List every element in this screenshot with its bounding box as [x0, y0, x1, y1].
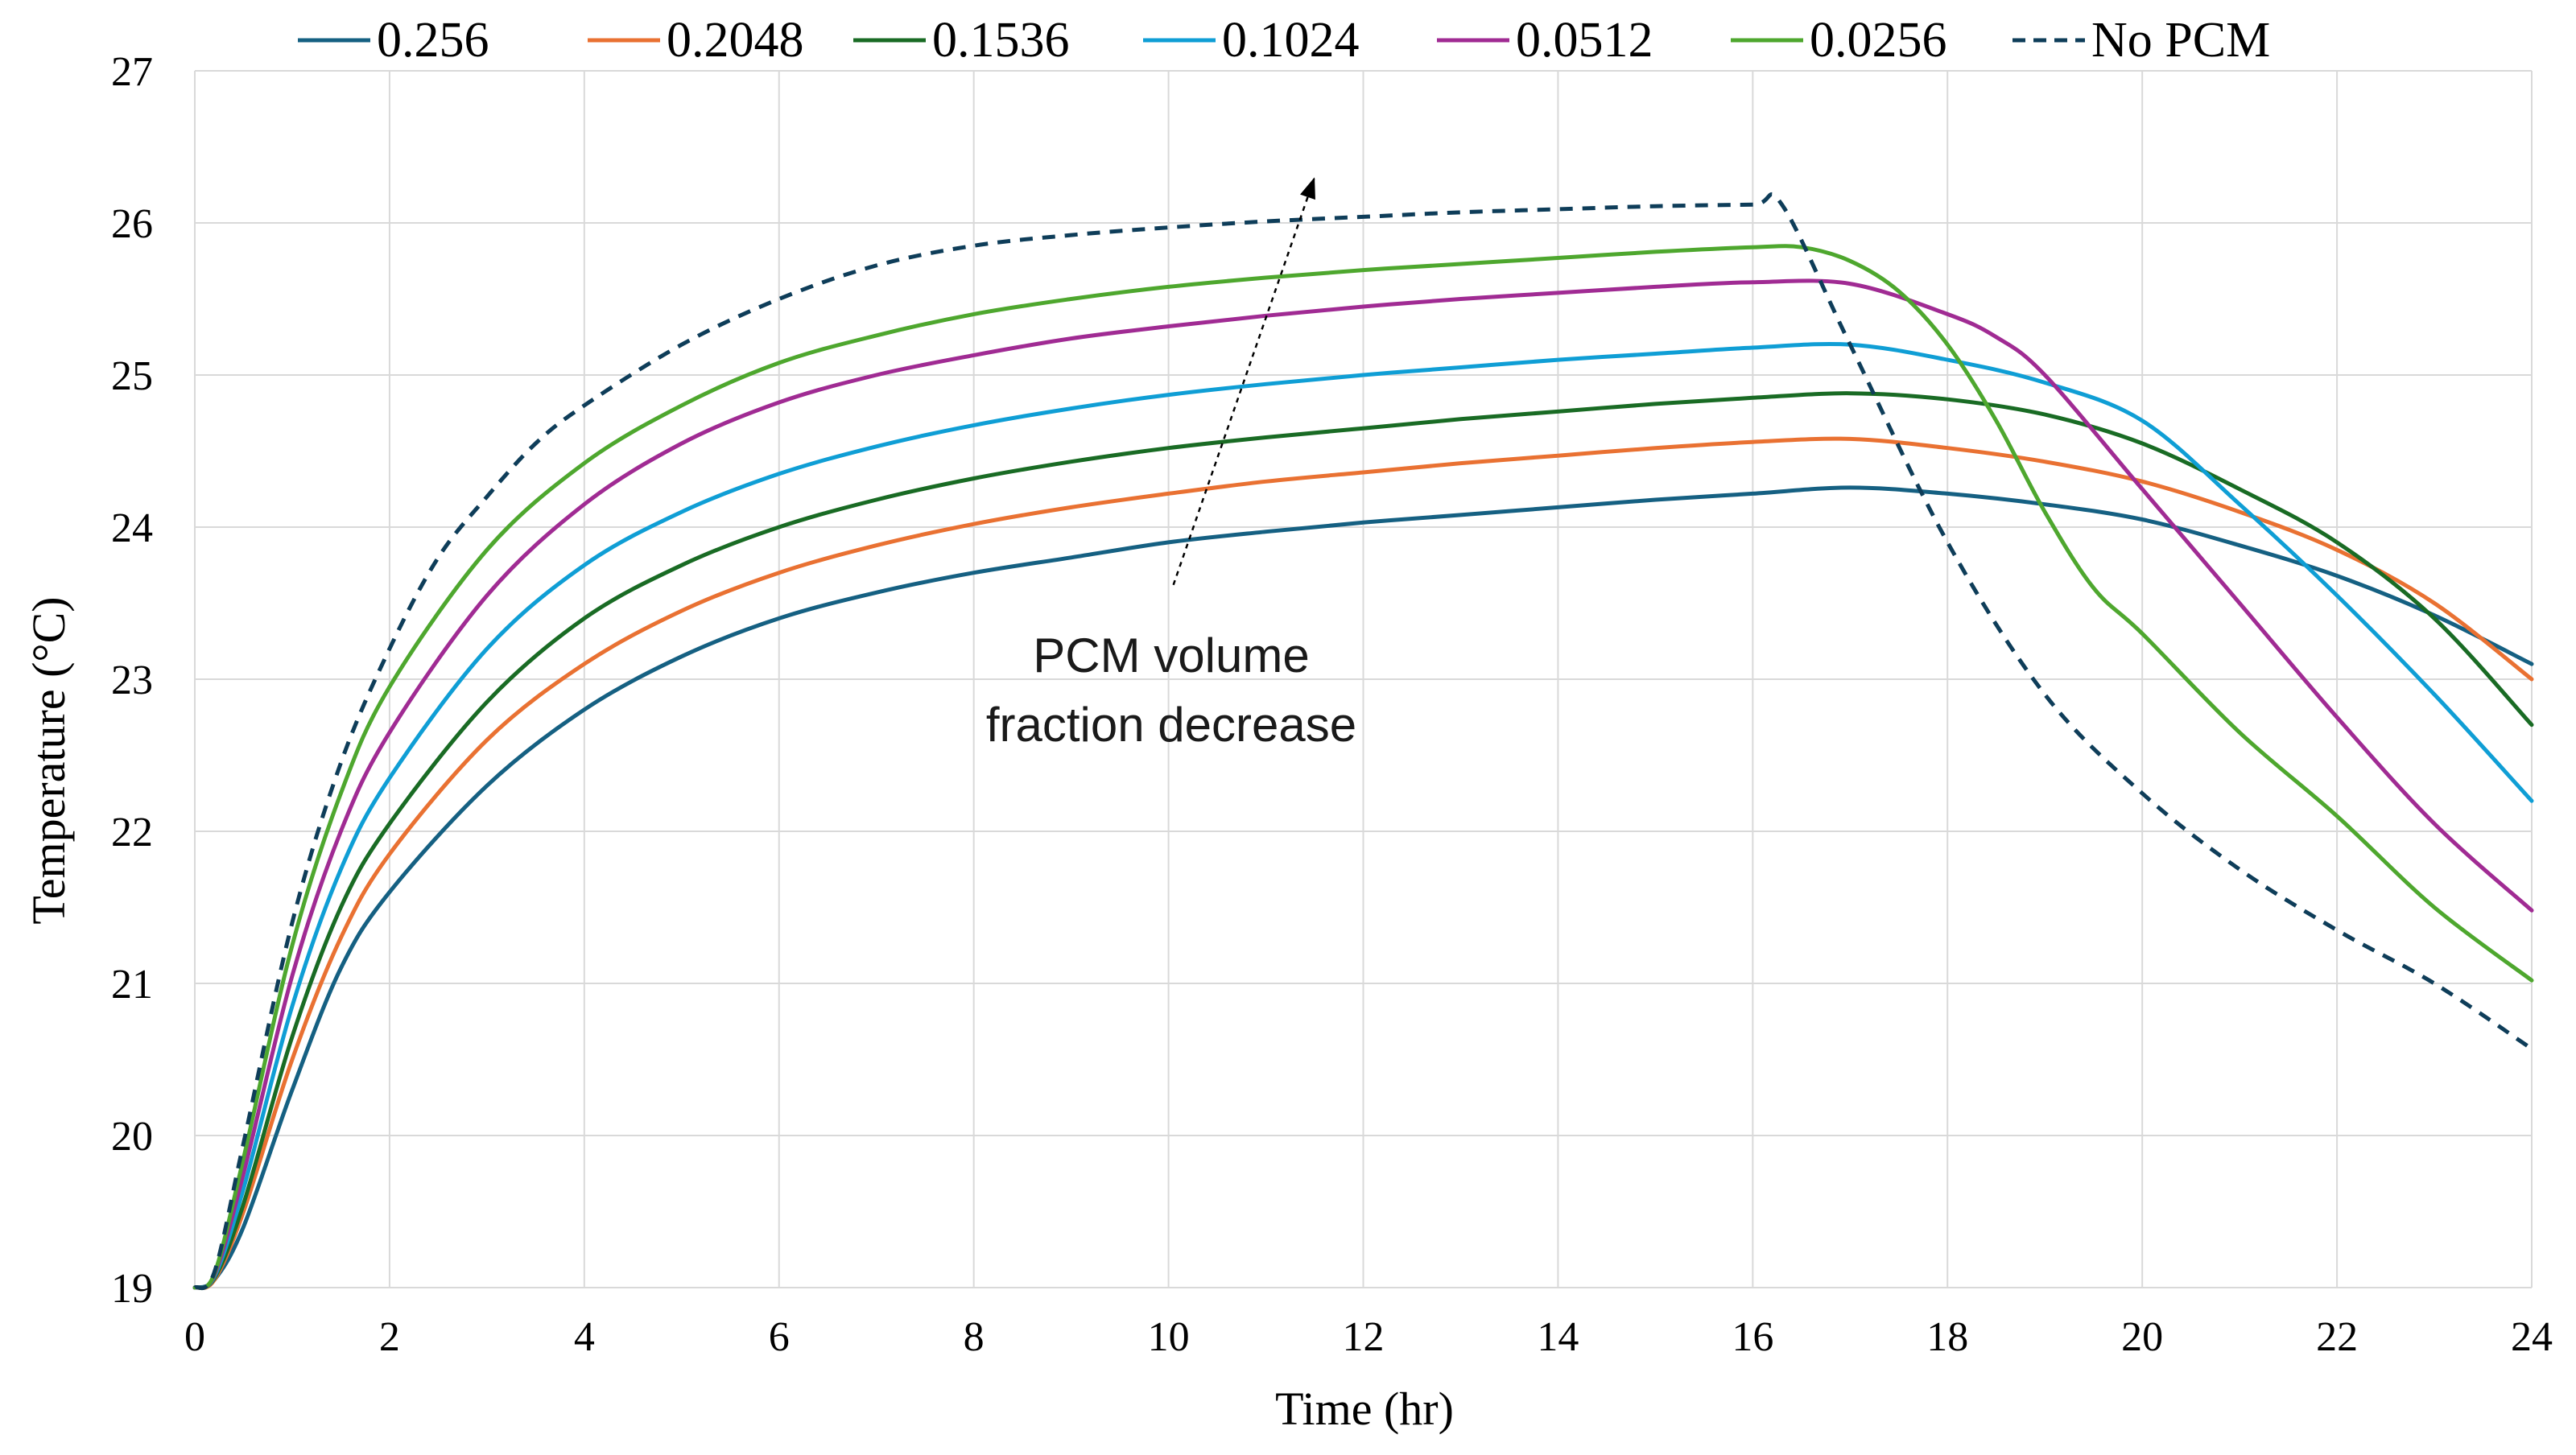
annotation: PCM volume fraction decrease [986, 176, 1356, 752]
y-tick-label: 26 [111, 201, 153, 247]
series-line-5 [192, 244, 2534, 1290]
legend-label: 0.1536 [932, 13, 1070, 68]
annotation-arrow-line [1172, 176, 1316, 586]
y-tick-label: 22 [111, 810, 153, 855]
x-tick-label: 22 [2316, 1314, 2358, 1360]
series-line-1 [192, 436, 2534, 1291]
gridlines [194, 70, 2533, 1288]
x-tick-label: 20 [2121, 1314, 2163, 1360]
x-tick-label: 2 [379, 1314, 400, 1360]
y-tick-label: 24 [111, 505, 153, 551]
series-line-0 [192, 485, 2534, 1290]
y-tick-label: 27 [111, 49, 153, 95]
x-tick-label: 14 [1537, 1314, 1579, 1360]
legend-label: 0.256 [377, 13, 489, 68]
legend-label: 0.0512 [1516, 13, 1653, 68]
legend-label: 0.0256 [1810, 13, 1947, 68]
legend-label: 0.2048 [667, 13, 804, 68]
y-tick-label: 21 [111, 962, 153, 1008]
x-axis-title: Time (hr) [1275, 1383, 1454, 1435]
y-tick-label: 19 [111, 1266, 153, 1312]
annotation-arrow-head [1300, 177, 1315, 200]
x-tick-label: 18 [1926, 1314, 1968, 1360]
x-tick-label: 12 [1343, 1314, 1385, 1360]
x-tick-label: 6 [769, 1314, 790, 1360]
y-axis-title: Temperature (°C) [23, 596, 75, 924]
x-tick-label: 8 [964, 1314, 985, 1360]
x-tick-label: 16 [1732, 1314, 1773, 1360]
series-lines [192, 192, 2534, 1291]
y-tick-label: 25 [111, 353, 153, 399]
legend: 0.256 0.2048 0.1536 0.1024 0.0512 0.0256 No PC… [298, 13, 2270, 68]
series-line-3 [192, 341, 2534, 1290]
legend-label: 0.1024 [1222, 13, 1360, 68]
x-tick-label: 4 [574, 1314, 595, 1360]
series-line-2 [192, 391, 2534, 1290]
series-line-4 [192, 278, 2534, 1290]
series-line-6 [193, 192, 2533, 1291]
y-tick-label: 23 [111, 657, 153, 703]
x-tick-label: 10 [1148, 1314, 1190, 1360]
annotation-text: fraction decrease [986, 698, 1356, 752]
x-tick-label: 24 [2511, 1314, 2553, 1360]
legend-label: No PCM [2091, 13, 2270, 68]
y-tick-label: 20 [111, 1114, 153, 1160]
x-tick-label: 0 [184, 1314, 205, 1360]
annotation-text: PCM volume [1033, 629, 1309, 682]
